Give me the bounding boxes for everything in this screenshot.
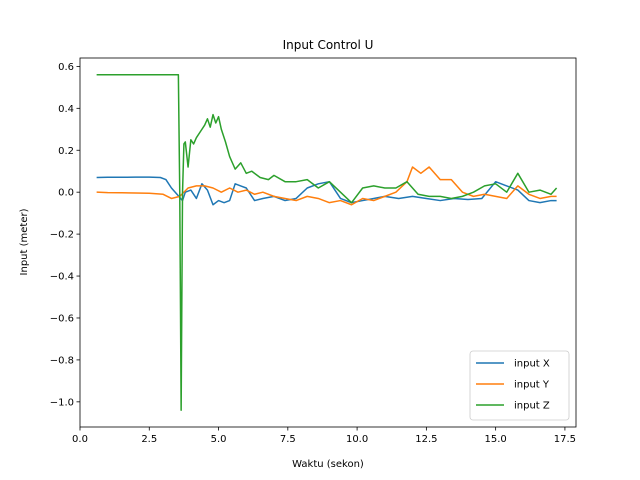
y-axis: 0.6 0.4 0.2 0.0 −0.2 −0.4 −0.6 −0.8 −1.0 — [50, 62, 80, 408]
y-tick-label: 0.2 — [58, 146, 74, 157]
plot-frame — [79, 57, 577, 428]
x-tick-label: 15.0 — [485, 434, 507, 445]
y-axis-label: Input (meter) — [19, 208, 30, 275]
legend-box — [469, 350, 570, 421]
x-tick-label: 2.5 — [141, 434, 157, 445]
legend: input X input Y input Z — [469, 350, 570, 421]
y-tick-label: −1.0 — [50, 397, 74, 408]
y-tick-label: −0.4 — [50, 272, 74, 283]
y-tick-label: −0.6 — [50, 313, 74, 324]
x-tick-label: 12.5 — [415, 434, 437, 445]
y-tick-label: 0.0 — [58, 188, 74, 199]
legend-label: input Y — [514, 380, 550, 391]
y-tick-label: −0.2 — [50, 230, 74, 241]
y-tick-label: −0.8 — [50, 355, 74, 366]
x-axis-label: Waktu (sekon) — [292, 459, 364, 470]
x-tick-label: 5.0 — [211, 434, 227, 445]
series-line-input-y — [96, 166, 557, 206]
legend-label: input Z — [514, 401, 550, 412]
x-tick-label: 17.5 — [554, 434, 576, 445]
y-tick-label: 0.6 — [58, 62, 74, 73]
plot-area — [96, 74, 558, 411]
legend-label: input X — [514, 359, 550, 370]
x-axis: 0.0 2.5 5.0 7.5 10.0 12.5 15.0 17.5 — [72, 427, 576, 445]
series-line-input-z — [96, 74, 558, 411]
chart-title: Input Control U — [283, 38, 374, 52]
x-tick-label: 0.0 — [72, 434, 88, 445]
x-tick-label: 7.5 — [280, 434, 296, 445]
x-tick-label: 10.0 — [346, 434, 368, 445]
y-tick-label: 0.4 — [58, 104, 74, 115]
